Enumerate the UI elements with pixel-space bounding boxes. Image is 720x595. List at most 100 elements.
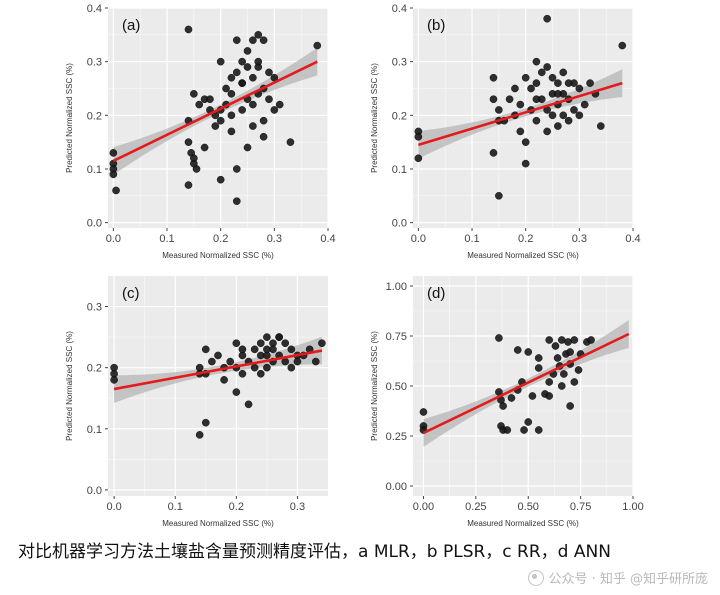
data-point xyxy=(214,351,222,360)
data-point xyxy=(238,79,246,87)
data-point xyxy=(414,132,423,141)
plot-area xyxy=(413,8,633,228)
watermark-text: 公众号 · 知乎 @知乎研所庞 xyxy=(548,572,708,587)
data-point xyxy=(566,348,574,356)
x-axis-label: Measured Normalized SSC (%) xyxy=(467,251,579,260)
regression-line xyxy=(112,60,318,163)
x-tick-label: 0.1 xyxy=(464,233,479,245)
data-point xyxy=(520,426,528,434)
y-tick-label: 0.0 xyxy=(87,218,102,230)
y-tick-label: 1.00 xyxy=(386,281,407,293)
data-point xyxy=(263,345,271,354)
data-point xyxy=(543,63,551,71)
data-point xyxy=(190,90,198,98)
data-point xyxy=(232,339,241,348)
y-tick-label: 0.0 xyxy=(392,218,407,230)
y-tick-label: 0.2 xyxy=(87,110,102,122)
data-point xyxy=(532,95,541,104)
data-point xyxy=(545,392,553,400)
watermark: 公众号 · 知乎 @知乎研所庞 xyxy=(528,568,708,587)
data-point xyxy=(570,378,579,386)
chart-panel-a: 0.0 0.1 0.2 0.3 0.4 0.0 0.1 0.2 0.3 0.4 (a) Measure… xyxy=(40,0,340,262)
x-tick-label: 1.00 xyxy=(622,501,643,513)
chart-panel-d: 0.00 0.25 0.50 0.75 1.00 0.00 0.25 0.50 0.75 1.00… xyxy=(345,268,645,530)
x-tick-label: 0.4 xyxy=(320,233,335,245)
x-tick-label: 0.25 xyxy=(465,501,486,513)
data-point xyxy=(232,165,241,173)
scatter-chart: 0.0 0.1 0.2 0.3 0.4 0.0 0.1 0.2 0.3 0.4 (b) Measure… xyxy=(370,3,641,260)
regression-line xyxy=(113,349,323,391)
data-point xyxy=(551,342,560,350)
data-point xyxy=(587,336,595,344)
y-axis-label: Predicted Normalized SSC (%) xyxy=(370,63,379,173)
x-tick-label: 0.2 xyxy=(213,233,228,245)
data-point xyxy=(270,106,279,114)
panel-label: (d) xyxy=(427,285,445,302)
data-point xyxy=(227,127,236,136)
data-point xyxy=(543,14,551,23)
data-point xyxy=(554,90,562,98)
data-point xyxy=(311,357,320,366)
data-point xyxy=(489,149,498,157)
panel-label: (c) xyxy=(122,285,140,302)
data-point xyxy=(238,369,247,378)
data-point xyxy=(259,36,268,44)
y-axis-label: Predicted Normalized SSC (%) xyxy=(65,63,74,173)
data-point xyxy=(545,336,553,344)
data-point xyxy=(537,68,546,77)
data-points xyxy=(110,333,326,439)
data-point xyxy=(244,400,253,409)
data-point xyxy=(548,111,557,120)
data-point xyxy=(208,357,216,366)
data-points xyxy=(414,14,627,200)
data-point xyxy=(548,73,557,82)
data-point xyxy=(227,73,236,82)
y-tick-label: 0.3 xyxy=(87,302,102,314)
data-point xyxy=(250,363,259,372)
data-point xyxy=(495,192,503,200)
regression-line xyxy=(417,81,623,147)
data-point xyxy=(232,388,241,396)
data-point xyxy=(586,79,594,87)
data-point xyxy=(597,122,605,130)
data-point xyxy=(195,431,204,439)
data-point xyxy=(184,138,193,146)
y-tick-label: 0.1 xyxy=(392,164,407,176)
x-tick-label: 0.50 xyxy=(518,501,539,513)
chart-panel-c: 0.0 0.1 0.2 0.3 0.0 0.1 0.2 0.3 (c) Measured Norm… xyxy=(40,268,340,530)
data-point xyxy=(265,68,273,77)
data-point xyxy=(580,100,589,109)
data-points xyxy=(419,334,595,434)
data-point xyxy=(112,186,120,195)
data-point xyxy=(414,154,423,163)
data-point xyxy=(528,392,537,400)
x-tick-label: 0.00 xyxy=(413,501,434,513)
x-tick-label: 0.75 xyxy=(570,501,591,513)
data-point xyxy=(259,116,268,125)
data-point xyxy=(575,111,584,120)
data-point xyxy=(184,25,193,34)
data-point xyxy=(566,402,574,410)
data-point xyxy=(511,84,519,93)
y-tick-label: 0.1 xyxy=(87,164,102,176)
data-point xyxy=(256,339,265,348)
x-tick-label: 0.1 xyxy=(159,233,174,245)
y-axis-label: Predicted Normalized SSC (%) xyxy=(370,331,379,441)
data-point xyxy=(559,111,568,120)
data-point xyxy=(232,68,241,77)
x-axis-label: Measured Normalized SSC (%) xyxy=(467,519,579,528)
data-point xyxy=(206,95,214,104)
data-point xyxy=(200,143,209,152)
data-point xyxy=(543,127,551,136)
y-tick-label: 0.0 xyxy=(87,485,102,497)
data-point xyxy=(287,363,296,372)
data-point xyxy=(575,84,584,93)
data-point xyxy=(521,138,530,146)
data-point xyxy=(534,426,543,434)
y-tick-label: 0.2 xyxy=(87,363,102,375)
data-point xyxy=(184,181,193,189)
data-point xyxy=(263,333,271,341)
data-point xyxy=(243,63,252,71)
data-point xyxy=(564,116,573,125)
data-point xyxy=(570,336,579,344)
